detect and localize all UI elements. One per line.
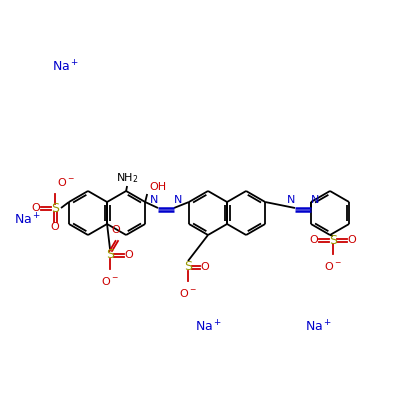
Text: O: O [310, 235, 318, 245]
Text: O: O [348, 235, 356, 245]
Text: N: N [174, 195, 182, 205]
Text: S: S [184, 260, 192, 274]
Text: O$^-$: O$^-$ [101, 275, 119, 287]
Text: O: O [112, 225, 120, 235]
Text: O: O [32, 203, 40, 213]
Text: Na$^+$: Na$^+$ [305, 320, 332, 335]
Text: N: N [150, 195, 158, 205]
Text: Na$^+$: Na$^+$ [195, 320, 222, 335]
Text: Na$^+$: Na$^+$ [52, 60, 79, 75]
Text: NH$_2$: NH$_2$ [116, 171, 138, 185]
Text: Na$^+$: Na$^+$ [14, 212, 41, 228]
Text: O: O [51, 222, 59, 232]
Text: O$^-$: O$^-$ [179, 287, 197, 299]
Text: O: O [201, 262, 209, 272]
Text: N: N [311, 195, 319, 205]
Text: O: O [125, 250, 133, 260]
Text: S: S [106, 248, 114, 262]
Text: O$^-$: O$^-$ [324, 260, 342, 272]
Text: S: S [51, 202, 59, 214]
Text: N: N [287, 195, 295, 205]
Text: S: S [329, 234, 337, 246]
Text: O$^-$: O$^-$ [57, 176, 75, 188]
Text: OH: OH [149, 182, 166, 192]
